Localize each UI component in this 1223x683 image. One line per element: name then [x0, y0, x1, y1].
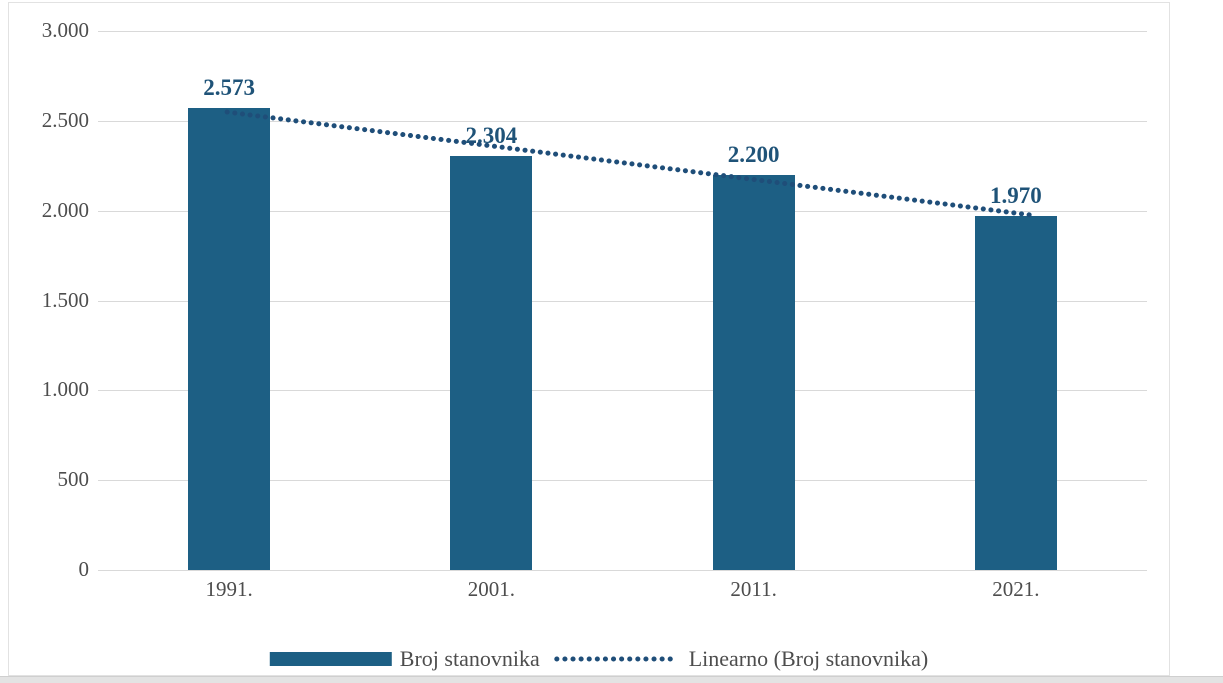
x-axis-tick-label: 2021. [992, 577, 1040, 601]
x-axis-tick-label: 2001. [467, 577, 515, 601]
bar [188, 107, 271, 570]
y-axis-tick-label: 2.000 [41, 197, 89, 222]
x-axis-tick-label: 2011. [730, 577, 777, 601]
y-axis-tick-label: 0 [78, 557, 90, 581]
legend: Broj stanovnika Linearno (Broj stanovnik… [269, 646, 929, 672]
bar-value-label: 2.200 [727, 141, 780, 167]
bar-value-label: 1.970 [990, 183, 1042, 209]
y-axis-tick-label: 2.500 [41, 107, 89, 132]
gridline [98, 570, 1147, 571]
legend-label-trendline: Linearno (Broj stanovnika) [688, 646, 929, 671]
legend-bar-swatch [269, 652, 392, 666]
bar [712, 174, 795, 570]
y-axis-tick-label: 1.500 [41, 287, 89, 312]
gridline [98, 300, 1147, 302]
bar-value-label: 2.573 [203, 74, 255, 100]
gridline [98, 31, 1147, 32]
x-axis-tick-label: 1991. [205, 577, 253, 601]
legend-label-series: Broj stanovnika [399, 646, 540, 671]
y-axis-tick-label: 1.000 [41, 377, 89, 402]
bar [450, 156, 533, 570]
gridline [98, 480, 1147, 482]
bottom-divider-strip [0, 676, 1223, 683]
legend-dotted-line-sample [554, 656, 680, 662]
bar-value-label: 2.304 [465, 123, 518, 149]
bar [974, 216, 1057, 570]
y-axis-tick-label: 500 [57, 467, 90, 492]
gridline [98, 390, 1147, 392]
chart-frame: 3.000 2.500 2.000 1.500 1.000 500 0 2.573 1991. 2… [8, 2, 1170, 676]
y-axis-tick-label: 3.000 [41, 18, 89, 42]
